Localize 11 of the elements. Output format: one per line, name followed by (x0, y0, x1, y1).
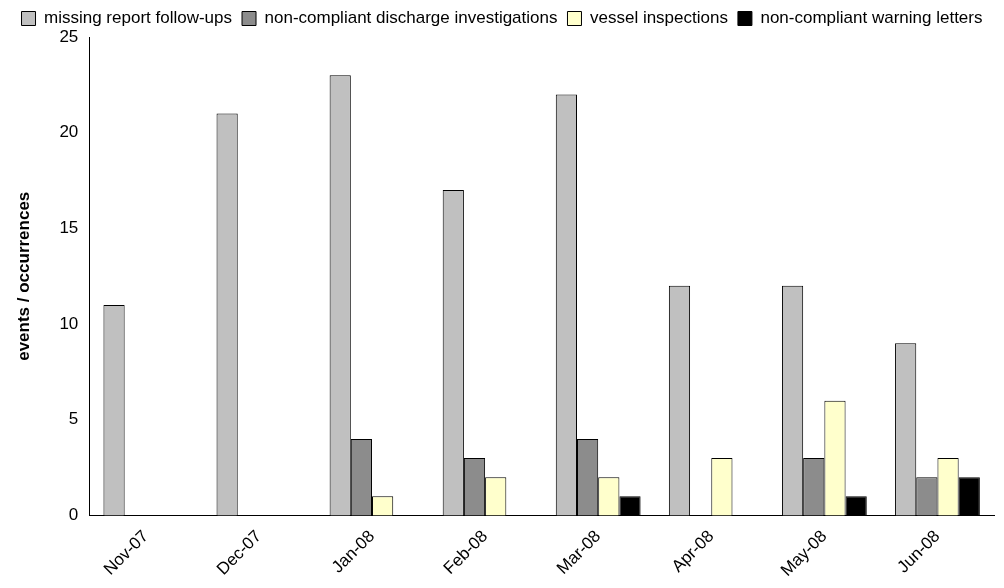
y-tick-label: 20 (59, 122, 79, 142)
legend-label: vessel inspections (589, 8, 728, 28)
legend-label: non-compliant warning letters (760, 8, 983, 28)
y-axis-title: events / occurrences (13, 191, 33, 361)
y-tick-label: 15 (59, 218, 79, 238)
legend-label: non-compliant discharge investigations (264, 8, 558, 28)
y-tick-label: 5 (68, 409, 79, 429)
y-tick-label: 10 (59, 313, 79, 333)
legend-label: missing report follow-ups (44, 8, 233, 28)
y-tick-label: 25 (59, 26, 79, 46)
y-tick-label: 0 (68, 505, 79, 525)
